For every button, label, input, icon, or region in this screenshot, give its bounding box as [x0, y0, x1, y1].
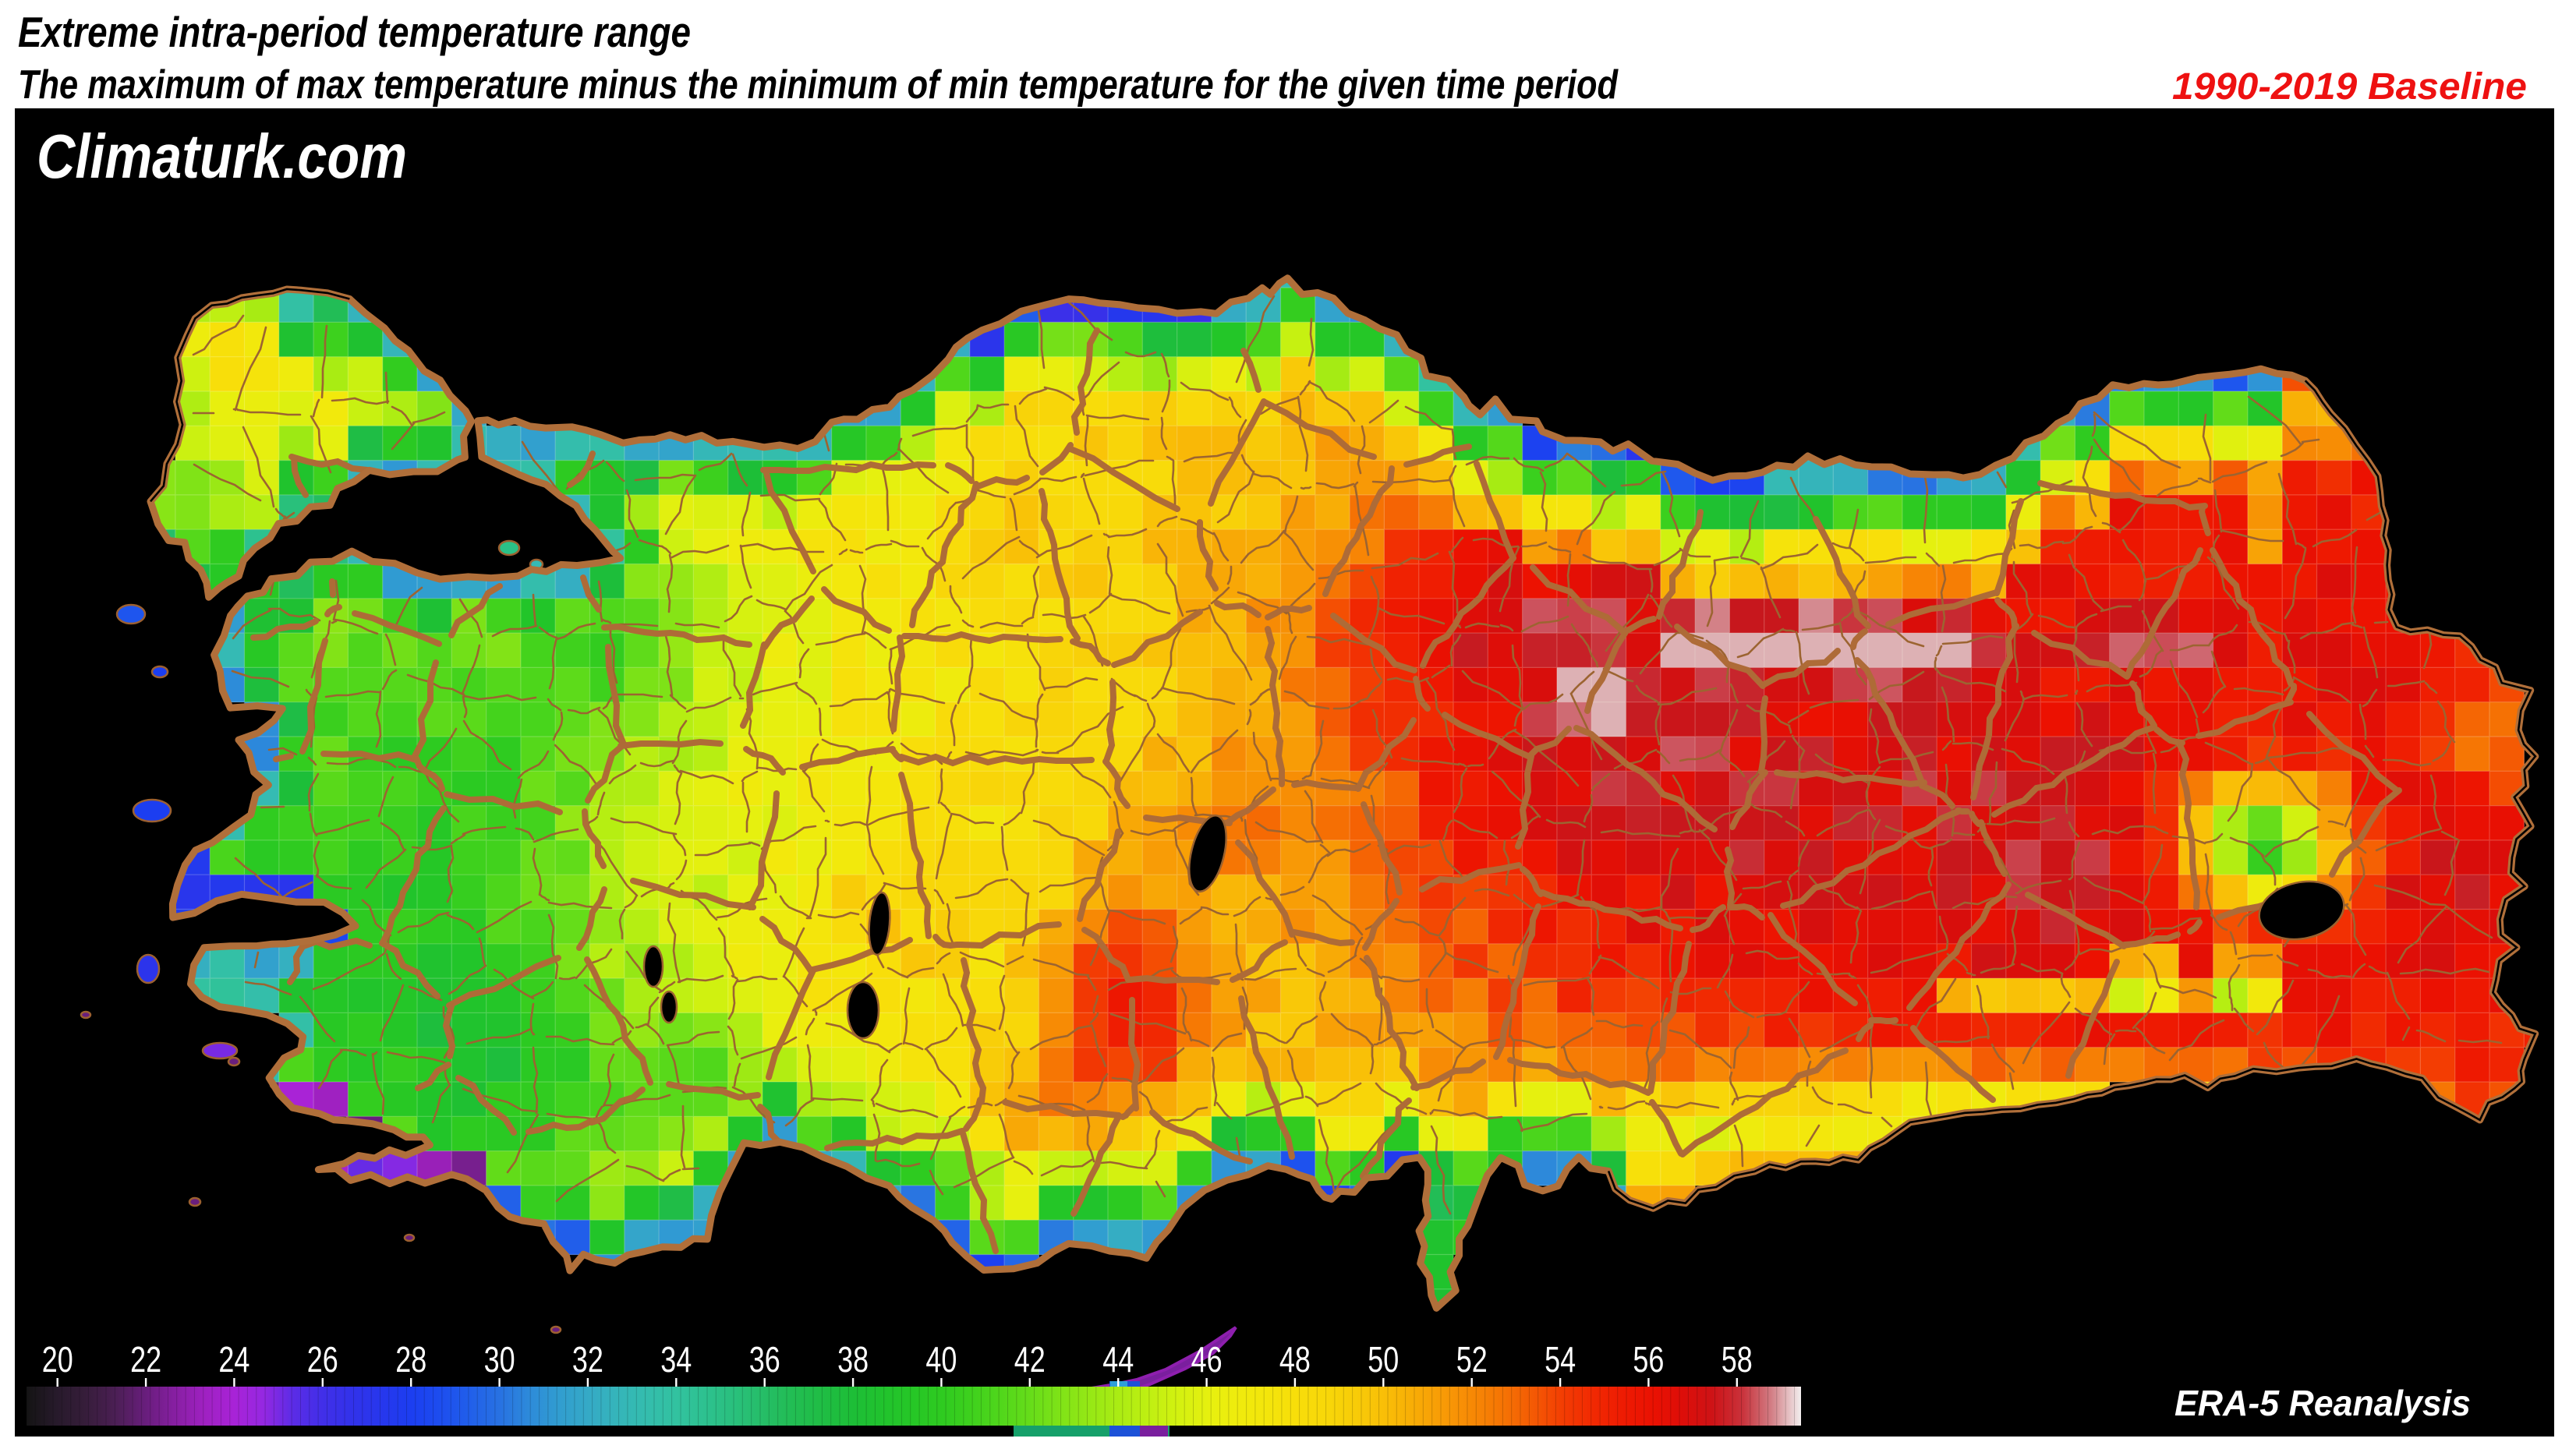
- svg-text:48: 48: [1279, 1339, 1311, 1380]
- svg-text:ERA-5 Reanalysis: ERA-5 Reanalysis: [2174, 1383, 2471, 1423]
- svg-text:24: 24: [218, 1339, 249, 1380]
- svg-text:46: 46: [1191, 1339, 1223, 1380]
- svg-text:Extreme intra-period temperatu: Extreme intra-period temperature range: [18, 8, 691, 56]
- svg-text:42: 42: [1014, 1339, 1046, 1380]
- svg-text:36: 36: [749, 1339, 780, 1380]
- svg-text:38: 38: [837, 1339, 869, 1380]
- svg-text:50: 50: [1368, 1339, 1399, 1380]
- svg-text:34: 34: [660, 1339, 692, 1380]
- svg-text:56: 56: [1633, 1339, 1664, 1380]
- svg-text:52: 52: [1456, 1339, 1488, 1380]
- svg-text:28: 28: [395, 1339, 426, 1380]
- svg-text:22: 22: [130, 1339, 161, 1380]
- svg-text:20: 20: [42, 1339, 73, 1380]
- svg-text:26: 26: [307, 1339, 338, 1380]
- svg-text:30: 30: [484, 1339, 515, 1380]
- svg-text:44: 44: [1102, 1339, 1134, 1380]
- svg-text:1990-2019 Baseline: 1990-2019 Baseline: [2172, 66, 2527, 108]
- svg-text:Climaturk.com: Climaturk.com: [37, 122, 407, 191]
- svg-text:The maximum of max temperature: The maximum of max temperature minus the…: [18, 62, 1619, 108]
- svg-text:54: 54: [1545, 1339, 1576, 1380]
- svg-text:40: 40: [925, 1339, 957, 1380]
- svg-text:58: 58: [1722, 1339, 1753, 1380]
- svg-text:32: 32: [572, 1339, 603, 1380]
